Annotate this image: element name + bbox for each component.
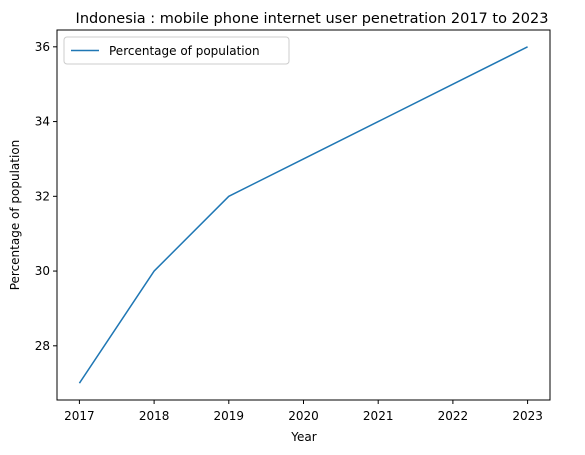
y-tick-label: 36 [35, 40, 50, 54]
y-tick-label: 28 [35, 339, 50, 353]
legend-box [63, 36, 290, 65]
series-line-percentage-of-population [78, 46, 528, 384]
legend: Percentage of population [63, 36, 290, 65]
x-tick-label: 2021 [363, 409, 394, 423]
legend-label: Percentage of population [109, 44, 260, 58]
x-axis-label: Year [290, 430, 316, 444]
x-axis: 2017 2018 2019 2020 2021 2022 2023 [64, 400, 543, 423]
x-tick-label: 2023 [512, 409, 543, 423]
plot-area [56, 29, 551, 401]
chart-title: Indonesia : mobile phone internet user p… [76, 11, 549, 27]
y-tick-label: 34 [35, 115, 50, 129]
y-tick-label: 32 [35, 189, 50, 203]
x-tick-label: 2017 [64, 409, 95, 423]
y-tick-label: 30 [35, 264, 50, 278]
y-axis: 28 30 32 34 36 [35, 40, 57, 353]
x-tick-label: 2018 [139, 409, 170, 423]
x-tick-label: 2022 [438, 409, 469, 423]
x-tick-label: 2020 [288, 409, 319, 423]
y-axis-label: Percentage of population [8, 140, 22, 291]
x-tick-label: 2019 [214, 409, 245, 423]
